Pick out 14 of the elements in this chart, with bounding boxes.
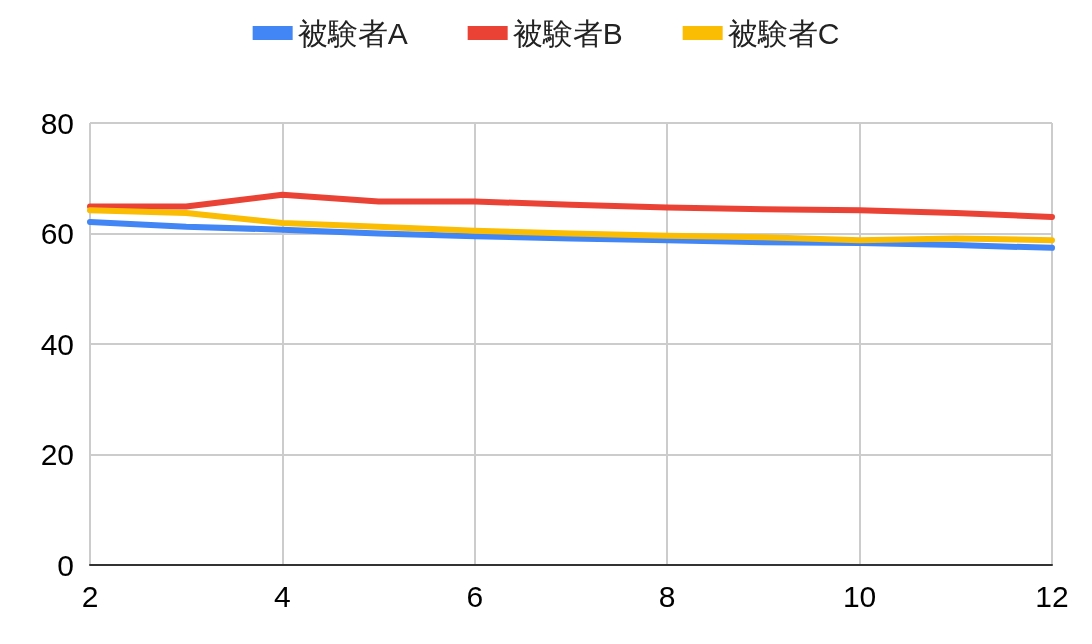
x-tick-label: 8: [658, 579, 676, 613]
x-tick-label: 12: [1035, 579, 1069, 613]
legend-label: 被験者C: [727, 16, 840, 50]
legend-label: 被験者B: [512, 16, 623, 50]
y-tick-label: 40: [40, 327, 74, 361]
x-tick-label: 2: [81, 579, 99, 613]
x-tick-label: 10: [842, 579, 877, 613]
y-tick-label: 0: [57, 548, 74, 582]
y-tick-label: 80: [40, 106, 74, 140]
y-tick-label: 20: [40, 438, 74, 471]
x-tick-label: 4: [274, 579, 291, 613]
x-tick-label: 6: [466, 579, 484, 613]
y-tick-label: 60: [40, 217, 74, 250]
legend-label: 被験者A: [297, 16, 408, 50]
